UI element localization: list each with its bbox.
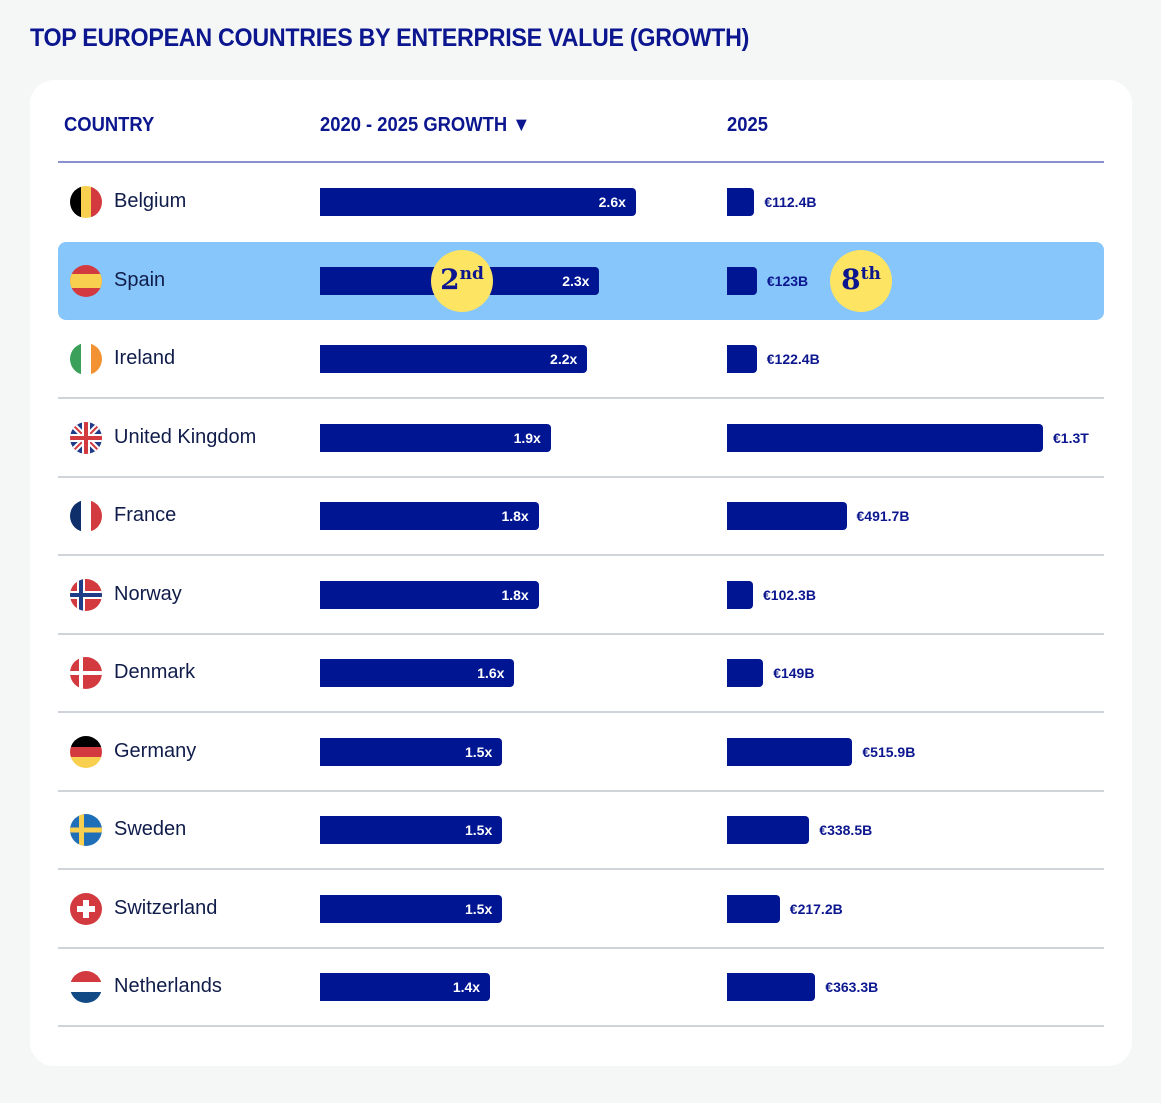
chart-title: TOP EUROPEAN COUNTRIES BY ENTERPRISE VAL… xyxy=(30,24,750,52)
growth-label: 1.5x xyxy=(465,900,493,917)
value-label: €363.3B xyxy=(825,979,879,995)
row-divider xyxy=(58,632,1104,635)
rank-number: 8 xyxy=(841,262,861,296)
germany-flag-icon xyxy=(70,735,102,768)
growth-label: 2.6x xyxy=(598,194,626,210)
growth-label: 1.9x xyxy=(513,429,541,446)
growth-label: 1.6x xyxy=(477,665,505,681)
row-divider xyxy=(58,711,1104,713)
country-name: Spain xyxy=(114,268,166,291)
table-row: United Kingdom 1.9x €1.3T xyxy=(58,399,1104,478)
value-bar xyxy=(727,266,757,295)
value-bar xyxy=(727,345,757,373)
growth-bar: 1.4x xyxy=(320,973,491,1001)
growth-label: 1.5x xyxy=(465,743,493,760)
growth-bar: 2.6x xyxy=(320,188,636,216)
value-bar xyxy=(727,659,764,687)
uk-flag-icon xyxy=(70,421,102,454)
value-label: €515.9B xyxy=(862,743,916,760)
value-bar xyxy=(727,423,1043,452)
row-divider xyxy=(58,868,1104,870)
value-label: €217.2B xyxy=(789,900,843,917)
value-label: €338.5B xyxy=(819,822,873,838)
ireland-flag-icon xyxy=(70,343,102,375)
growth-bar: 1.6x xyxy=(320,659,515,687)
table-row: Netherlands 1.4x €363.3B xyxy=(58,948,1104,1027)
header-country: COUNTRY xyxy=(64,114,155,136)
growth-label: 2.3x xyxy=(562,272,590,289)
growth-bar: 1.5x xyxy=(320,816,503,844)
switzerland-flag-icon xyxy=(70,892,102,925)
table-row: Ireland 2.2x €122.4B xyxy=(58,320,1104,399)
growth-label: 1.4x xyxy=(452,979,481,995)
growth-label: 1.8x xyxy=(501,586,529,603)
sweden-flag-icon xyxy=(70,814,102,846)
netherlands-flag-icon xyxy=(70,971,102,1003)
growth-label: 1.5x xyxy=(465,822,493,838)
belgium-flag-icon xyxy=(70,186,102,218)
value-rank-badge: 8th xyxy=(830,249,892,312)
value-bar xyxy=(727,502,847,530)
country-name: Norway xyxy=(114,582,182,605)
growth-bar: 1.8x xyxy=(320,580,539,609)
value-label: €123B xyxy=(766,272,809,289)
row-divider xyxy=(58,789,1104,792)
spain-flag-icon xyxy=(70,264,102,297)
table-row: Belgium 2.6x €112.4B xyxy=(58,163,1104,241)
row-divider xyxy=(58,1025,1104,1027)
row-divider xyxy=(58,946,1104,949)
value-bar xyxy=(727,580,753,609)
row-divider xyxy=(58,554,1104,556)
header-2025: 2025 xyxy=(727,114,768,136)
country-name: Denmark xyxy=(114,661,196,683)
table-row: France 1.8x €491.7B xyxy=(58,477,1104,556)
country-name: Switzerland xyxy=(114,896,218,919)
table-row: Spain 2.3x €123B 2nd 8th xyxy=(58,241,1104,320)
growth-label: 2.2x xyxy=(550,351,578,367)
country-name: United Kingdom xyxy=(114,425,257,448)
value-bar xyxy=(727,973,816,1001)
value-label: €122.4B xyxy=(766,351,820,367)
value-label: €102.3B xyxy=(763,586,816,603)
value-bar xyxy=(727,188,755,216)
table-row: Norway 1.8x €102.3B xyxy=(58,556,1104,635)
growth-bar: 1.5x xyxy=(320,894,503,923)
value-label: €491.7B xyxy=(856,508,910,524)
rank-suffix: th xyxy=(860,263,881,284)
growth-bar: 1.8x xyxy=(320,502,539,530)
growth-rank-badge: 2nd xyxy=(431,249,493,312)
row-divider xyxy=(58,397,1104,399)
value-bar xyxy=(727,816,810,844)
france-flag-icon xyxy=(70,500,102,532)
growth-bar: 2.2x xyxy=(320,345,588,373)
growth-bar: 1.9x xyxy=(320,423,551,452)
country-name: Ireland xyxy=(114,347,176,369)
table-row: Denmark 1.6x €149B xyxy=(58,634,1104,713)
growth-label: 1.8x xyxy=(501,508,529,524)
header-divider xyxy=(58,161,1104,163)
value-label: €149B xyxy=(773,665,815,681)
header-growth-sort[interactable]: 2020 - 2025 GROWTH ▼ xyxy=(320,114,531,136)
value-bar xyxy=(727,894,780,923)
table-row: Sweden 1.5x €338.5B xyxy=(58,791,1104,870)
value-label: €1.3T xyxy=(1053,429,1089,446)
value-label: €112.4B xyxy=(764,194,817,210)
country-name: Sweden xyxy=(114,818,187,840)
growth-bar: 1.5x xyxy=(320,737,503,766)
table-row: Switzerland 1.5x €217.2B xyxy=(58,870,1104,949)
rank-suffix: nd xyxy=(459,263,484,284)
row-divider xyxy=(58,475,1104,478)
denmark-flag-icon xyxy=(70,657,102,689)
country-name: Netherlands xyxy=(114,975,222,997)
country-name: Germany xyxy=(114,739,197,762)
value-bar xyxy=(727,737,853,766)
norway-flag-icon xyxy=(70,578,102,611)
rank-number: 2 xyxy=(440,262,460,296)
table-row: Germany 1.5x €515.9B xyxy=(58,713,1104,792)
country-name: France xyxy=(114,504,177,526)
country-name: Belgium xyxy=(114,190,187,212)
